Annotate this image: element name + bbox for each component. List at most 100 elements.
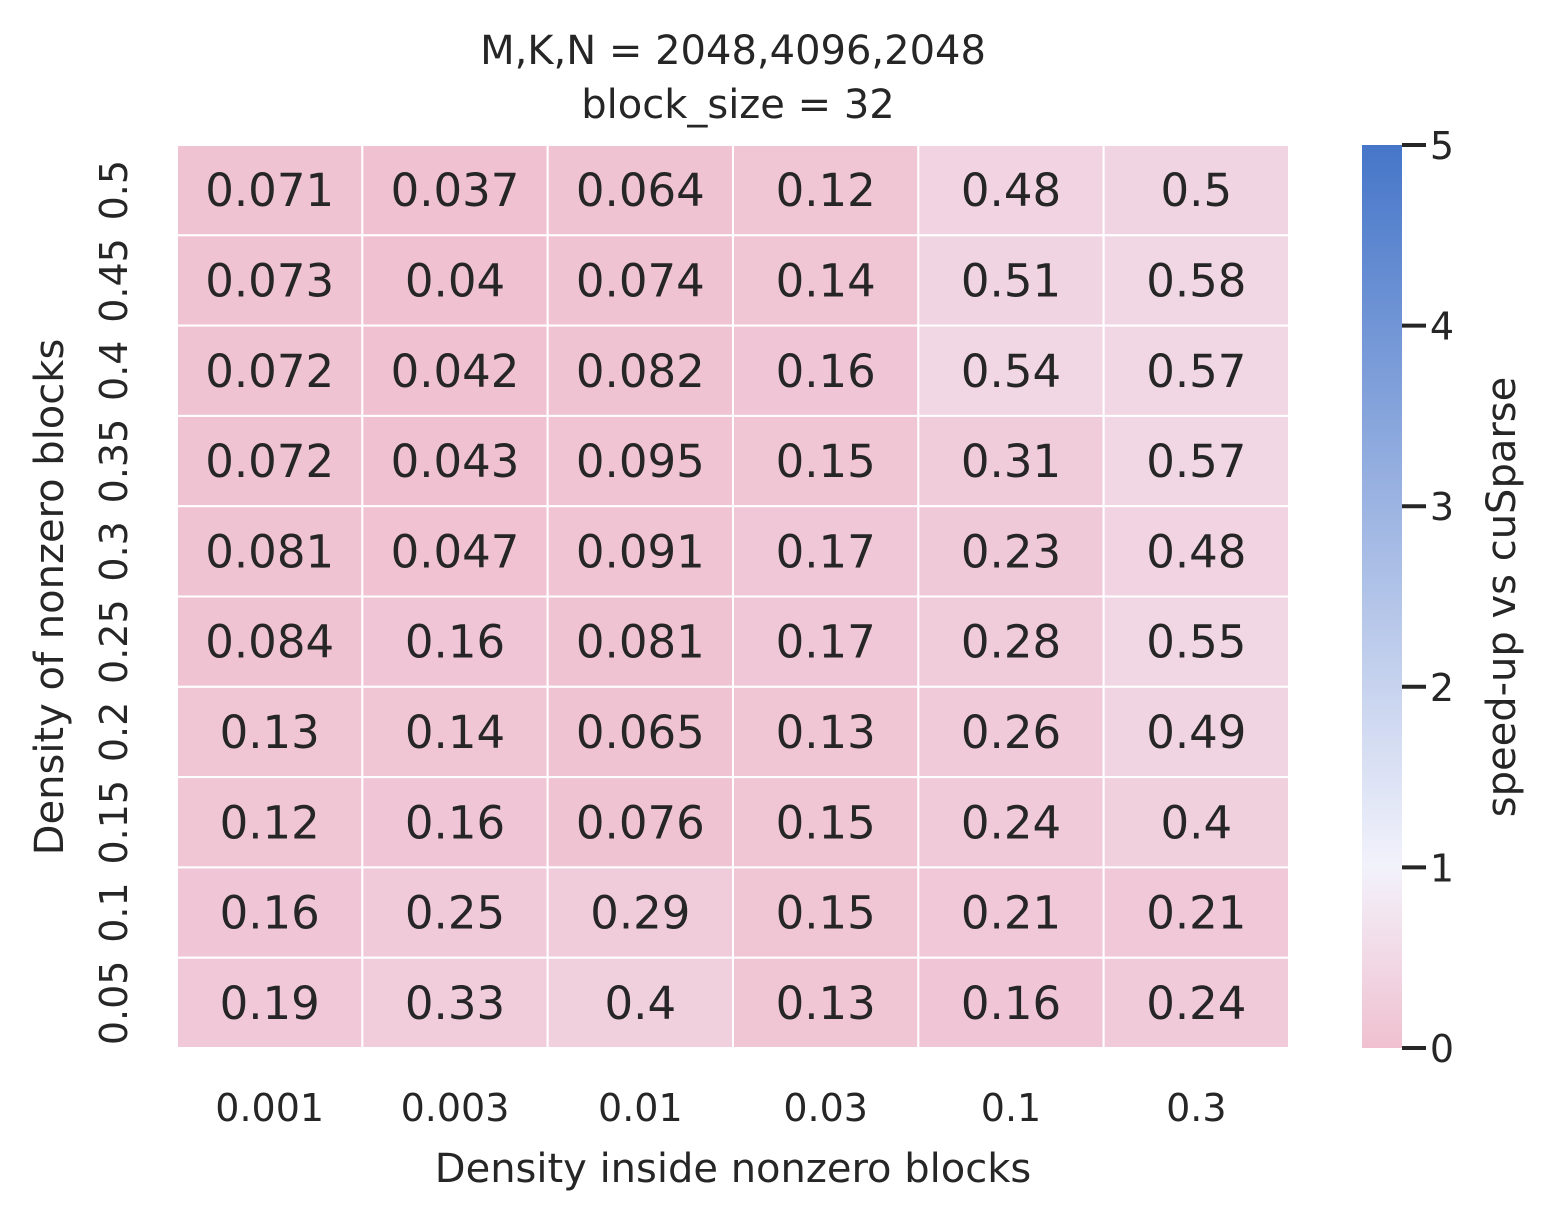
cell-value-label: 0.16 <box>776 345 876 398</box>
heatmap-cell <box>546 685 735 779</box>
cell-value-label: 0.58 <box>1146 254 1246 307</box>
y-tick-label: 0.05 <box>92 961 136 1046</box>
cell-value-label: 0.15 <box>776 796 876 849</box>
cell-value-label: 0.13 <box>776 977 876 1030</box>
heatmap-cell <box>176 866 364 959</box>
cell-value-label: 0.04 <box>405 254 505 307</box>
heatmap-cell <box>917 414 1105 508</box>
x-tick-label: 0.003 <box>401 1086 510 1130</box>
cell-value-label: 0.095 <box>576 435 705 488</box>
cell-value-label: 0.21 <box>961 887 1061 940</box>
heatmap-cell <box>176 595 364 688</box>
cell-value-label: 0.065 <box>576 706 705 759</box>
heatmap-cell <box>732 505 920 598</box>
heatmap-cell <box>176 956 364 1050</box>
colorbar-tick-label: 1 <box>1430 846 1454 890</box>
x-axis-label: Density inside nonzero blocks <box>435 1146 1031 1192</box>
y-axis-ticks: 0.5 0.45 0.4 0.35 0.3 0.25 0.2 0.15 0.1 0.05 <box>92 160 136 1045</box>
heatmap-cell <box>546 866 735 959</box>
heatmap-cell <box>176 505 364 598</box>
heatmap-cell <box>1102 324 1290 417</box>
cell-value-label: 0.14 <box>776 254 876 307</box>
heatmap-cell <box>361 234 549 327</box>
cell-value-label: 0.073 <box>205 254 334 307</box>
cell-value-label: 0.26 <box>961 706 1061 759</box>
heatmap-cell <box>1102 234 1290 327</box>
cell-value-label: 0.072 <box>205 435 334 488</box>
chart-subtitle: block_size = 32 <box>581 82 895 128</box>
heatmap-cell <box>1102 956 1290 1050</box>
cell-value-label: 0.12 <box>220 796 320 849</box>
colorbar <box>1362 145 1402 1048</box>
x-tick-label: 0.01 <box>598 1086 683 1130</box>
x-tick-label: 0.3 <box>1166 1086 1226 1130</box>
cell-value-label: 0.57 <box>1146 345 1246 398</box>
cell-value-label: 0.17 <box>776 616 876 669</box>
heatmap-cell <box>732 956 920 1050</box>
heatmap-cell <box>1102 414 1290 508</box>
cell-value-label: 0.064 <box>576 164 705 217</box>
heatmap-cell <box>546 144 735 237</box>
heatmap-cell <box>732 234 920 327</box>
chart-title: M,K,N = 2048,4096,2048 <box>480 28 986 74</box>
cell-value-label: 0.16 <box>405 796 505 849</box>
colorbar-label: speed-up vs cuSparse <box>1479 377 1525 818</box>
heatmap-cell <box>732 324 920 417</box>
colorbar-ticks: 0 1 2 3 4 5 <box>1402 124 1454 1071</box>
heatmap-cell <box>361 324 549 417</box>
cell-value-label: 0.51 <box>961 254 1061 307</box>
cell-value-label: 0.49 <box>1146 706 1246 759</box>
heatmap-cell <box>732 776 920 869</box>
heatmap-cell <box>176 685 364 779</box>
y-axis-label: Density of nonzero blocks <box>27 339 73 856</box>
heatmap-cell <box>546 505 735 598</box>
heatmap-cell <box>1102 144 1290 237</box>
heatmap-cell <box>546 956 735 1050</box>
cell-value-label: 0.13 <box>220 706 320 759</box>
y-tick-label: 0.25 <box>92 599 136 684</box>
cell-value-label: 0.4 <box>1161 796 1233 849</box>
y-tick-label: 0.35 <box>92 419 136 504</box>
heatmap-cell <box>361 144 549 237</box>
cell-value-label: 0.29 <box>590 887 690 940</box>
heatmap-cell <box>917 866 1105 959</box>
heatmap-cell <box>917 776 1105 869</box>
colorbar-tick-label: 5 <box>1430 124 1454 168</box>
heatmap-cell <box>1102 866 1290 959</box>
cell-value-label: 0.19 <box>220 977 320 1030</box>
cell-value-label: 0.17 <box>776 525 876 578</box>
cell-value-label: 0.081 <box>205 525 334 578</box>
cell-value-label: 0.084 <box>205 616 334 669</box>
heatmap-cell <box>1102 685 1290 779</box>
heatmap-cell <box>546 776 735 869</box>
y-tick-label: 0.1 <box>92 882 136 942</box>
heatmap-cell <box>176 776 364 869</box>
cell-value-label: 0.16 <box>220 887 320 940</box>
cell-value-label: 0.25 <box>405 887 505 940</box>
cell-value-label: 0.4 <box>605 977 677 1030</box>
cell-value-label: 0.16 <box>961 977 1061 1030</box>
heatmap-cell <box>917 324 1105 417</box>
heatmap-cell <box>917 505 1105 598</box>
cell-value-label: 0.076 <box>576 796 705 849</box>
heatmap-cells: 0.071 0.037 0.064 0.12 0.48 0.5 0.073 0.04 0.074… <box>176 144 1290 1050</box>
cell-value-label: 0.21 <box>1146 887 1246 940</box>
x-axis-ticks: 0.001 0.003 0.01 0.03 0.1 0.3 <box>215 1086 1226 1130</box>
cell-value-label: 0.28 <box>961 616 1061 669</box>
y-tick-label: 0.3 <box>92 521 136 581</box>
cell-value-label: 0.33 <box>405 977 505 1030</box>
x-tick-label: 0.001 <box>215 1086 324 1130</box>
colorbar-tick-label: 3 <box>1430 485 1454 529</box>
heatmap-cell <box>176 414 364 508</box>
x-tick-label: 0.03 <box>783 1086 868 1130</box>
x-tick-label: 0.1 <box>981 1086 1041 1130</box>
cell-value-label: 0.072 <box>205 345 334 398</box>
cell-value-label: 0.55 <box>1146 616 1246 669</box>
cell-value-label: 0.047 <box>391 525 520 578</box>
heatmap-cell <box>361 414 549 508</box>
cell-value-label: 0.48 <box>961 164 1061 217</box>
cell-value-label: 0.13 <box>776 706 876 759</box>
cell-value-label: 0.042 <box>391 345 520 398</box>
colorbar-tick-label: 4 <box>1430 305 1454 349</box>
y-tick-label: 0.15 <box>92 780 136 865</box>
